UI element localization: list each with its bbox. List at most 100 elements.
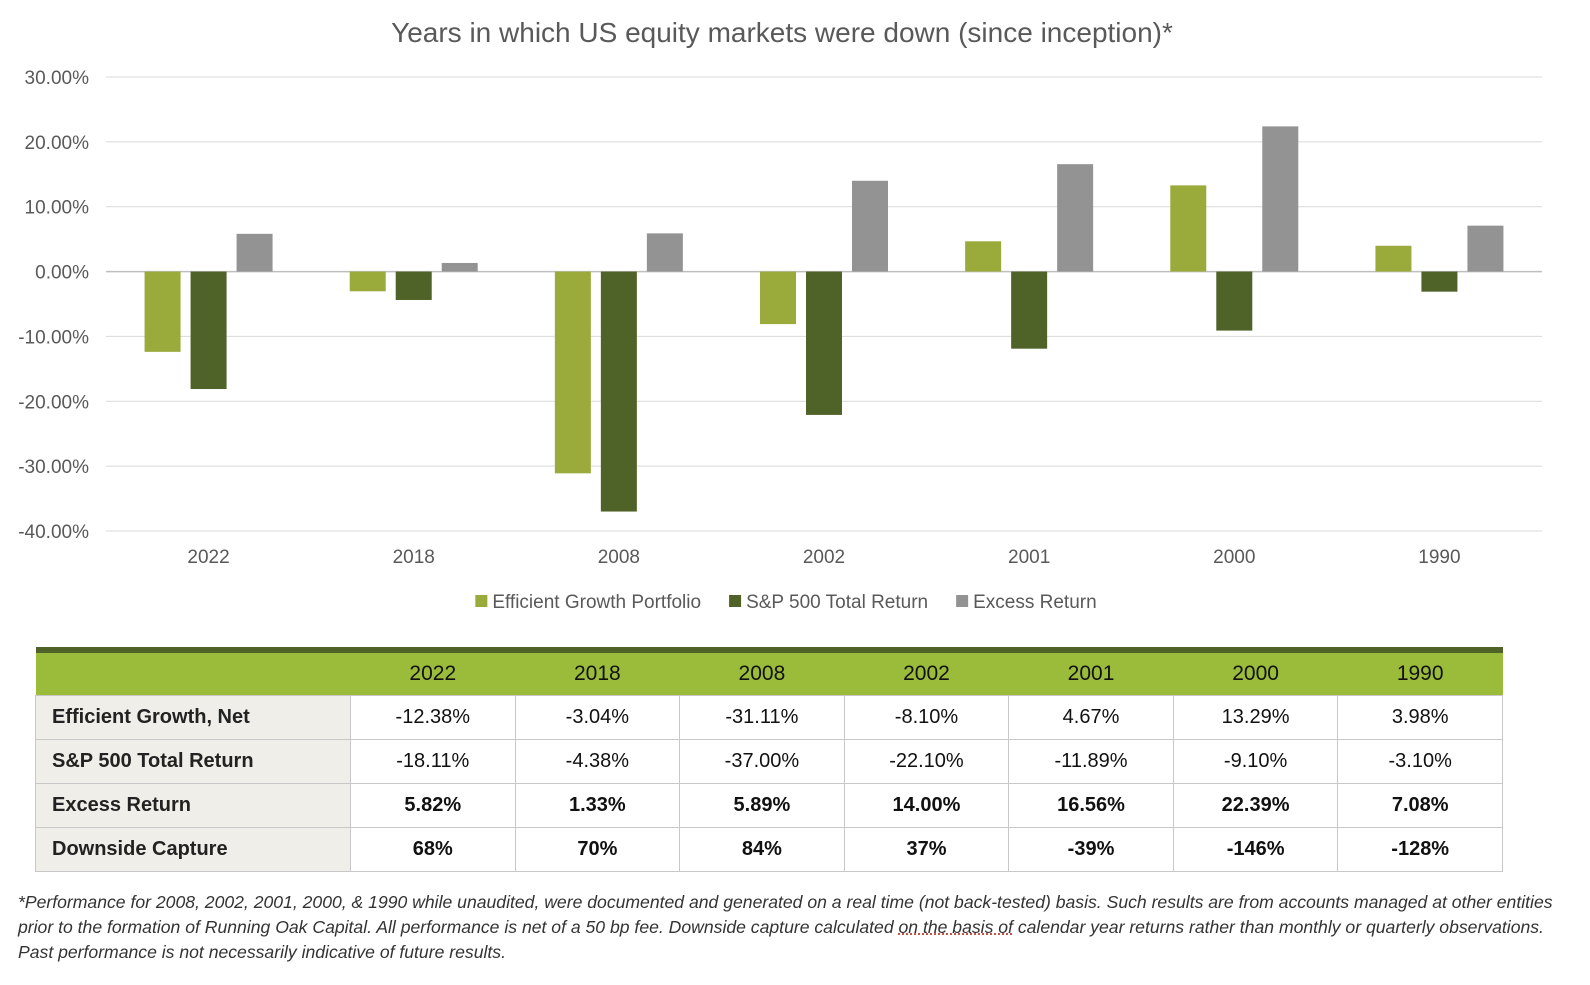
table-row: S&P 500 Total Return -18.11% -4.38% -37.… xyxy=(35,739,1503,784)
y-tick-label: 30.00% xyxy=(25,68,90,89)
table-header-cell: 2001 xyxy=(1008,653,1174,696)
x-tick-label: 1990 xyxy=(1418,547,1460,568)
table-cell: -3.10% xyxy=(1337,739,1503,784)
table-header-cell: 2018 xyxy=(515,653,680,696)
table-header-cell: 2002 xyxy=(844,653,1009,696)
bar xyxy=(144,271,181,352)
legend-item: S&P 500 Total Return xyxy=(729,592,928,613)
legend-label: Excess Return xyxy=(973,592,1097,613)
bar xyxy=(600,271,637,512)
table-cell: 14.00% xyxy=(843,783,1010,828)
table-header-cell xyxy=(35,653,351,696)
legend-swatch xyxy=(956,595,969,607)
row-label: Efficient Growth, Net xyxy=(35,695,351,740)
bar xyxy=(1467,225,1504,272)
bar xyxy=(1011,271,1048,349)
bar xyxy=(1057,164,1094,272)
bar xyxy=(395,271,432,300)
table-cell: -3.04% xyxy=(514,695,681,740)
table-header-cell: 2000 xyxy=(1173,653,1338,696)
table-cell: -18.11% xyxy=(350,739,516,784)
returns-table: 2022 2018 2008 2002 2001 2000 1990 Effic… xyxy=(35,647,1503,872)
table-cell: -128% xyxy=(1337,827,1503,872)
bar xyxy=(441,262,478,272)
table-cell: 5.89% xyxy=(679,783,845,828)
bar xyxy=(806,271,842,415)
table-cell: -37.00% xyxy=(679,739,845,784)
chart-title: Years in which US equity markets were do… xyxy=(391,17,1173,48)
y-tick-label: -30.00% xyxy=(18,457,89,478)
table-header-cell: 1990 xyxy=(1337,653,1503,696)
table-top-band xyxy=(35,647,1503,653)
table-cell: 4.67% xyxy=(1008,695,1174,740)
table-cell: -22.10% xyxy=(843,739,1010,784)
bar xyxy=(760,271,796,325)
table-cell: 22.39% xyxy=(1172,783,1339,828)
table-cell: 5.82% xyxy=(350,783,516,828)
table-cell: 3.98% xyxy=(1337,695,1503,740)
legend-item: Efficient Growth Portfolio xyxy=(475,592,701,613)
bar xyxy=(1375,245,1412,272)
y-tick-label: -10.00% xyxy=(18,327,89,348)
table-cell: 68% xyxy=(350,827,516,872)
table-row: Downside Capture 68% 70% 84% 37% -39% -1… xyxy=(35,827,1503,872)
table-cell: -11.89% xyxy=(1008,739,1174,784)
table-cell: 13.29% xyxy=(1172,695,1339,740)
table-cell: 84% xyxy=(679,827,845,872)
footnote: *Performance for 2008, 2002, 2001, 2000,… xyxy=(18,890,1573,965)
y-tick-label: 0.00% xyxy=(35,263,89,284)
table-cell: -31.11% xyxy=(679,695,845,740)
table-row: Efficient Growth, Net -12.38% -3.04% -31… xyxy=(35,695,1503,740)
bar xyxy=(554,271,591,474)
table-header-row: 2022 2018 2008 2002 2001 2000 1990 xyxy=(35,653,1503,696)
x-tick-label: 2002 xyxy=(803,547,845,568)
x-tick-label: 2000 xyxy=(1213,547,1255,568)
y-tick-label: 10.00% xyxy=(25,198,90,219)
footnote-underlined-text: on the basis of xyxy=(898,917,1013,937)
y-tick-label: -20.00% xyxy=(18,392,89,413)
footnote-text: *Performance for 2008, 2002, 2001, 2000,… xyxy=(18,892,1553,937)
legend-label: S&P 500 Total Return xyxy=(746,592,928,613)
bar xyxy=(646,233,683,272)
table-cell: 1.33% xyxy=(514,783,681,828)
bar xyxy=(1421,271,1458,292)
x-tick-label: 2018 xyxy=(393,547,435,568)
table-cell: -146% xyxy=(1172,827,1339,872)
bar xyxy=(190,271,227,390)
table-cell: -39% xyxy=(1008,827,1174,872)
table-row: Excess Return 5.82% 1.33% 5.89% 14.00% 1… xyxy=(35,783,1503,828)
bars xyxy=(144,126,1504,512)
x-tick-label: 2001 xyxy=(1008,547,1050,568)
table-cell: -8.10% xyxy=(843,695,1010,740)
bar xyxy=(1170,185,1207,272)
table-cell: 70% xyxy=(514,827,681,872)
bar xyxy=(852,180,888,272)
bar xyxy=(1262,126,1299,272)
x-tick-label: 2022 xyxy=(187,547,229,568)
table-cell: -4.38% xyxy=(514,739,681,784)
legend-swatch xyxy=(729,595,742,607)
row-label: Excess Return xyxy=(35,783,351,828)
bar xyxy=(236,233,273,272)
footnote-text-end: calendar year returns rather than monthl… xyxy=(18,917,1544,962)
table-header-cell: 2008 xyxy=(679,653,845,696)
bar xyxy=(1216,271,1253,331)
legend-swatch xyxy=(475,595,488,607)
table-cell: -9.10% xyxy=(1172,739,1339,784)
y-tick-label: 20.00% xyxy=(25,133,90,154)
bar xyxy=(349,271,386,292)
row-label: S&P 500 Total Return xyxy=(35,739,351,784)
table-cell: 7.08% xyxy=(1337,783,1503,828)
row-label: Downside Capture xyxy=(35,827,351,872)
y-tick-label: -40.00% xyxy=(18,522,89,543)
bar xyxy=(965,241,1002,272)
legend: Efficient Growth Portfolio S&P 500 Total … xyxy=(475,592,1097,613)
legend-item: Excess Return xyxy=(956,592,1097,613)
table-cell: 16.56% xyxy=(1008,783,1174,828)
table-cell: 37% xyxy=(843,827,1010,872)
legend-label: Efficient Growth Portfolio xyxy=(492,592,701,613)
y-axis-tick-labels: 30.00% 20.00% 10.00% 0.00% -10.00% -20.00% -30… xyxy=(18,68,89,543)
x-tick-label: 2008 xyxy=(598,547,640,568)
bar-chart: Years in which US equity markets were do… xyxy=(18,17,1542,613)
table-cell: -12.38% xyxy=(350,695,516,740)
